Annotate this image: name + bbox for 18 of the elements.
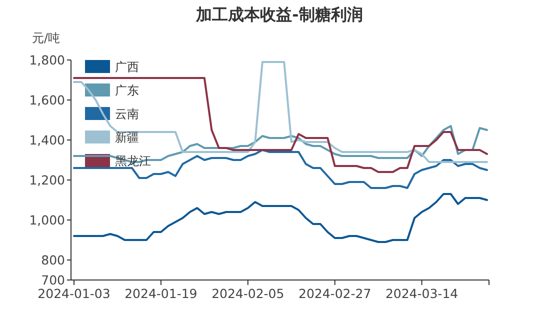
x-tick-label: 2024-01-03: [38, 286, 110, 301]
y-tick-label: 1,600: [29, 92, 66, 108]
x-tick-label: 2024-01-19: [124, 286, 198, 301]
legend-label: 云南: [115, 107, 139, 121]
x-tick-label: 2024-02-27: [298, 286, 372, 301]
y-tick-label: 1,200: [29, 172, 66, 188]
y-tick-label: 1,000: [29, 212, 66, 228]
x-tick-label: 2024-02-05: [212, 286, 284, 301]
y-tick-label: 700: [41, 272, 66, 288]
y-axis-title: 元/吨: [32, 31, 60, 45]
x-tick-label: 2024-03-14: [385, 286, 458, 301]
y-tick-label: 1,400: [29, 132, 66, 148]
legend-label: 新疆: [115, 130, 139, 144]
y-tick-label: 1,800: [29, 52, 66, 68]
y-tick-label: 800: [41, 252, 66, 268]
legend-label: 广东: [115, 84, 139, 98]
legend-label: 广西: [115, 60, 139, 74]
chart-title: 加工成本收益-制糖利润: [195, 5, 363, 24]
